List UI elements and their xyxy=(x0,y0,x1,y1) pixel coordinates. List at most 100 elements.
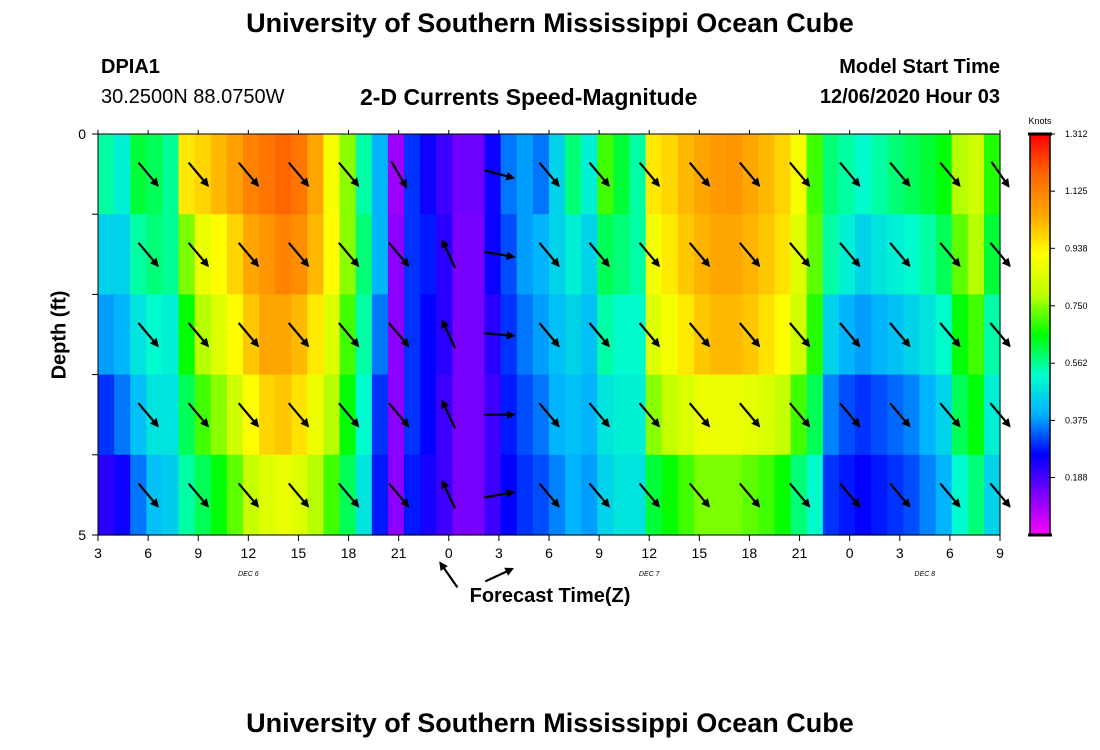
current-arrow xyxy=(839,322,861,348)
x-tick-label: 12 xyxy=(241,545,257,561)
heatmap-cell xyxy=(967,454,985,536)
heatmap-cell xyxy=(420,454,437,536)
heatmap-cell xyxy=(404,374,421,456)
heatmap-cell xyxy=(210,374,228,456)
x-tick-label: 18 xyxy=(742,545,758,561)
heatmap-cell xyxy=(597,294,615,376)
heatmap-cell xyxy=(549,374,566,456)
heatmap-cell xyxy=(323,294,341,376)
x-tick-label: 3 xyxy=(896,545,904,561)
heatmap-cell xyxy=(935,374,953,456)
heatmap-cell xyxy=(661,134,679,215)
heatmap-cell xyxy=(371,214,389,295)
heatmap-cell xyxy=(210,134,228,215)
heatmap-cell xyxy=(420,214,437,295)
heatmap-cell xyxy=(452,294,470,376)
current-arrow xyxy=(738,402,761,428)
heatmap-cell xyxy=(887,294,904,376)
x-tick-label: 9 xyxy=(996,545,1004,561)
x-tick-label: 0 xyxy=(846,545,854,561)
heatmap-cell xyxy=(919,374,937,456)
current-arrows xyxy=(137,160,1011,589)
heatmap-cell xyxy=(162,374,180,456)
heatmap-cell xyxy=(629,214,647,295)
station-coordinates: 30.2500N 88.0750W xyxy=(101,86,285,108)
current-arrow xyxy=(839,402,861,428)
current-arrow xyxy=(287,322,310,348)
x-axis-label: Forecast Time(Z) xyxy=(469,585,631,607)
heatmap-cell xyxy=(903,214,921,295)
x-tick-label: 21 xyxy=(792,545,808,561)
current-arrow xyxy=(338,482,360,508)
heatmap-cell xyxy=(613,374,631,456)
heatmap-cell xyxy=(887,134,904,215)
current-arrow xyxy=(638,322,661,348)
heatmap-cell xyxy=(871,294,888,376)
current-arrow xyxy=(889,482,911,508)
heatmap-cell xyxy=(516,374,534,456)
heatmap-cell xyxy=(629,454,647,536)
heatmap-cell xyxy=(114,134,131,215)
heatmap-cell xyxy=(903,374,921,456)
heatmap-cell xyxy=(307,294,325,376)
heatmap-cell xyxy=(919,134,937,215)
footer-title: University of Southern Mississippi Ocean… xyxy=(246,708,854,738)
heatmap-cell xyxy=(436,134,453,215)
heatmap-cell xyxy=(178,374,196,456)
current-arrow xyxy=(388,482,410,508)
heatmap-cell xyxy=(404,134,421,215)
station-id: DPIA1 xyxy=(101,56,160,78)
current-arrow xyxy=(237,482,260,508)
heatmap-cell xyxy=(758,374,776,456)
current-arrow xyxy=(889,242,911,268)
current-arrow xyxy=(338,161,360,187)
heatmap-cells xyxy=(98,134,1001,536)
heatmap-cell xyxy=(710,454,727,536)
heatmap-cell xyxy=(549,454,566,536)
heatmap-cell xyxy=(210,454,228,536)
heatmap-cell xyxy=(146,134,164,215)
heatmap-cell xyxy=(726,374,743,456)
heatmap-cell xyxy=(468,454,486,536)
heatmap-cell xyxy=(758,454,776,536)
heatmap-cell xyxy=(130,454,147,536)
heatmap-cell xyxy=(532,214,550,295)
heatmap-cell xyxy=(565,134,582,215)
heatmap-cell xyxy=(532,454,550,536)
heatmap-cell xyxy=(98,134,115,215)
heatmap-cell xyxy=(838,374,856,456)
heatmap-cell xyxy=(919,214,937,295)
heatmap-cell xyxy=(677,374,695,456)
current-arrow xyxy=(484,169,516,181)
heatmap-cell xyxy=(613,294,631,376)
heatmap-cell xyxy=(903,294,921,376)
heatmap-cell xyxy=(983,374,1001,456)
current-arrow xyxy=(483,250,516,261)
heatmap-cell xyxy=(130,374,147,456)
heatmap-cell xyxy=(726,214,743,295)
heatmap-cell xyxy=(98,374,115,456)
heatmap-cell xyxy=(178,214,196,295)
heatmap-cell xyxy=(677,454,695,536)
current-arrow xyxy=(789,161,811,187)
heatmap-cell xyxy=(178,294,196,376)
heatmap-cell xyxy=(822,454,840,536)
colorbar-gradient xyxy=(1029,133,1051,536)
heatmap-cell xyxy=(726,134,743,215)
current-arrow xyxy=(483,489,516,499)
current-arrow xyxy=(187,161,210,187)
heatmap-cell xyxy=(130,134,147,215)
heatmap-cell xyxy=(887,454,904,536)
current-arrow xyxy=(638,482,661,508)
heatmap-cell xyxy=(613,134,631,215)
heatmap-cell xyxy=(387,374,405,456)
heatmap-cell xyxy=(387,294,405,376)
current-arrow xyxy=(939,242,961,268)
current-arrow xyxy=(287,402,310,428)
heatmap-cell xyxy=(275,454,292,536)
day-label: DEC 7 xyxy=(639,571,661,578)
heatmap-cell xyxy=(387,134,405,215)
heatmap-cell xyxy=(98,214,115,295)
heatmap-cell xyxy=(194,374,212,456)
heatmap-cell xyxy=(661,454,679,536)
